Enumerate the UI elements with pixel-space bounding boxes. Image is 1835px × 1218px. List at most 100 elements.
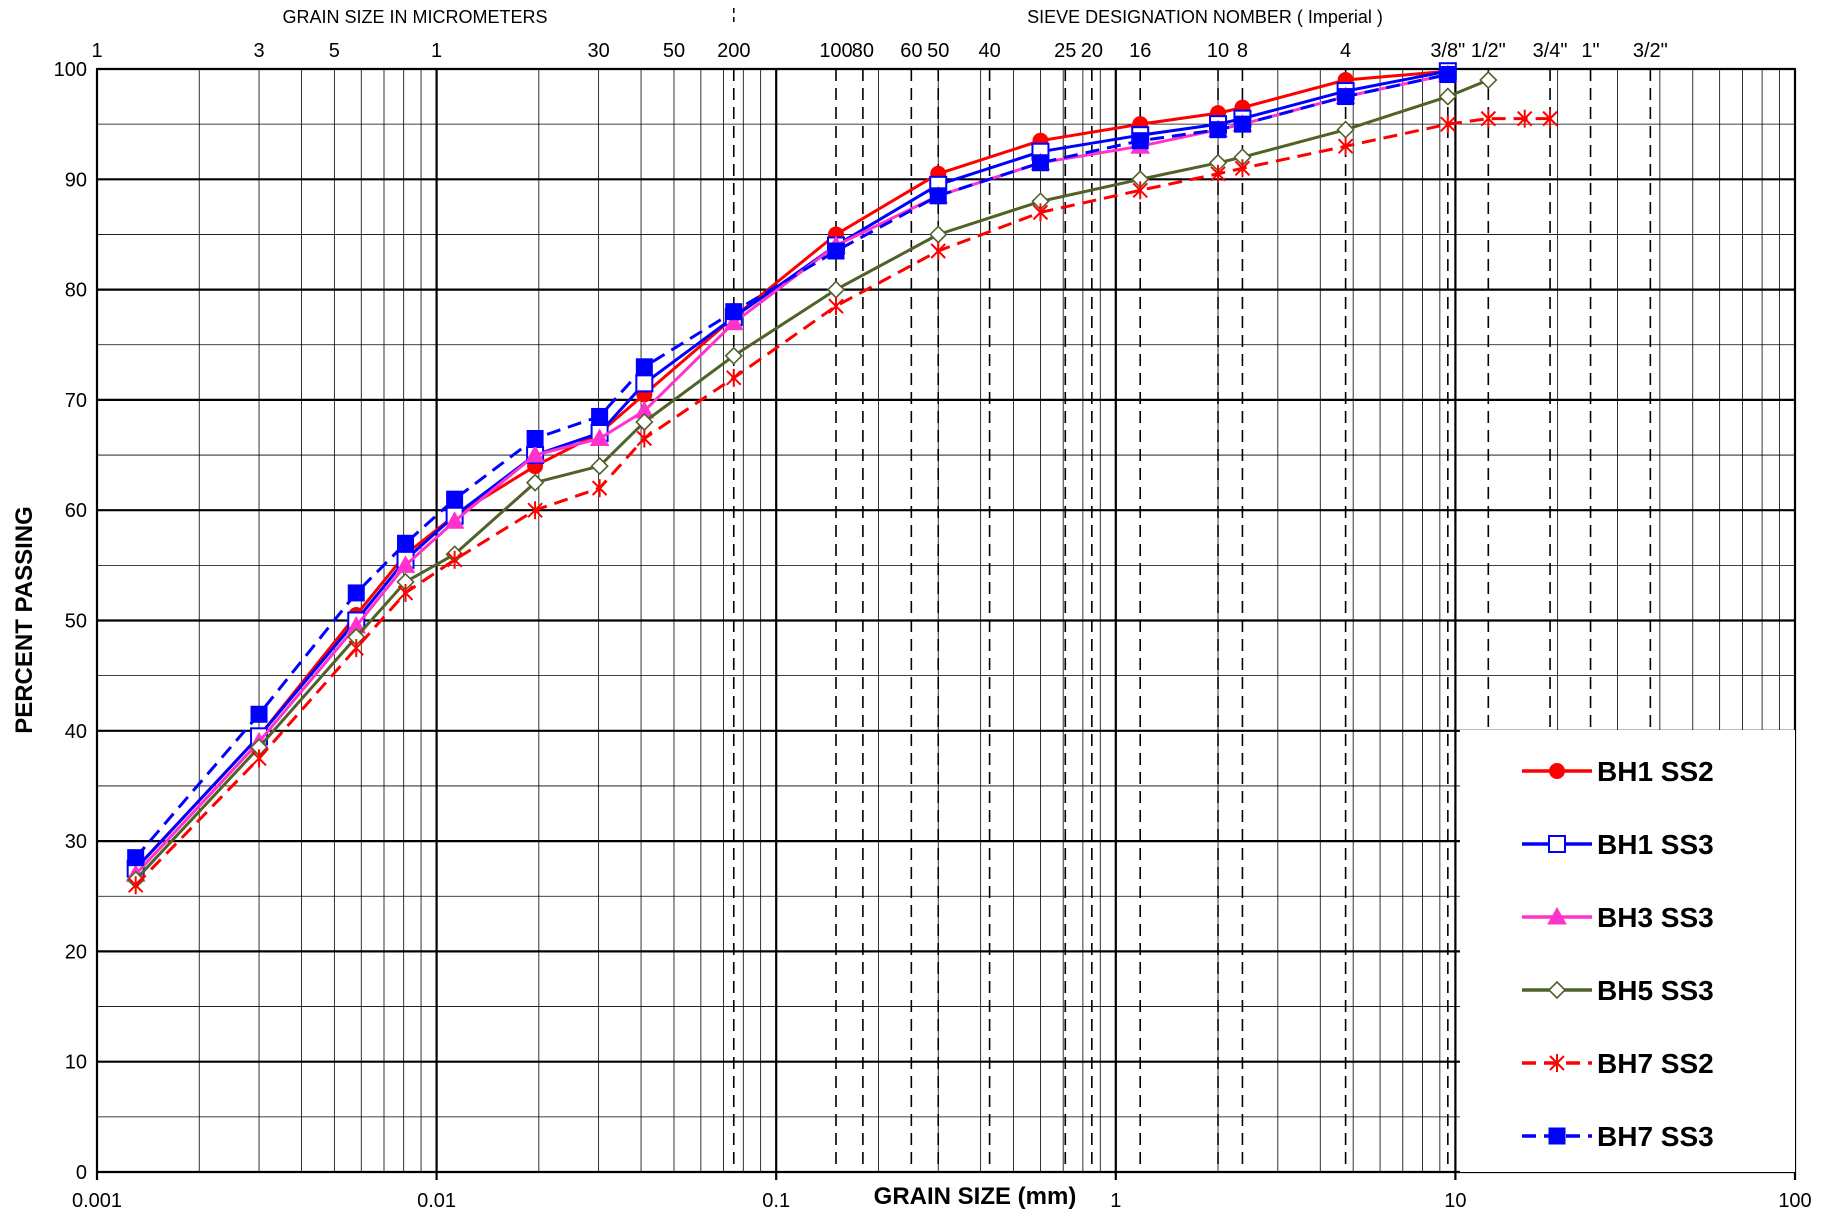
sieve-label: 10 xyxy=(1207,40,1229,62)
data-point xyxy=(127,849,145,867)
y-tick-label: 100 xyxy=(54,59,87,81)
series-bh3-ss3 xyxy=(125,64,1458,882)
micrometer-label: 1 xyxy=(431,40,442,62)
data-point xyxy=(395,555,416,573)
series-bh7-ss3 xyxy=(127,66,1457,867)
data-point xyxy=(127,876,144,895)
sieve-label: 3/8" xyxy=(1430,40,1465,62)
x-tick-label: 0.01 xyxy=(417,1190,456,1212)
data-point xyxy=(1337,88,1355,106)
sieve-lines-layer xyxy=(732,69,1652,1172)
legend-label: BH3 SS3 xyxy=(1597,902,1714,933)
legend-marker xyxy=(1547,906,1567,925)
data-point xyxy=(1542,109,1558,128)
sieve-label: 60 xyxy=(900,40,922,62)
data-point xyxy=(1234,159,1251,178)
sieve-label: 50 xyxy=(927,40,949,62)
x-tick-label: 0.001 xyxy=(72,1190,122,1212)
micrometer-axis-title: GRAIN SIZE IN MICROMETERS xyxy=(282,7,547,27)
y-tick-label: 10 xyxy=(65,1052,87,1074)
legend-label: BH7 SS3 xyxy=(1597,1121,1714,1152)
series-bh1-ss2 xyxy=(127,63,1456,877)
data-point xyxy=(1439,66,1457,84)
series-bh7-ss2 xyxy=(127,109,1558,895)
data-point xyxy=(826,280,846,299)
legend-marker xyxy=(1549,1054,1565,1072)
y-tick-label: 20 xyxy=(65,941,87,963)
x-tick-label: 0.1 xyxy=(762,1190,790,1212)
data-point xyxy=(636,429,653,448)
x-axis-title: GRAIN SIZE (mm) xyxy=(874,1183,1077,1210)
data-point xyxy=(1233,115,1251,133)
micrometer-label: 50 xyxy=(663,40,685,62)
data-point xyxy=(591,407,609,425)
legend-marker xyxy=(1549,763,1565,779)
data-point xyxy=(1517,109,1533,128)
y-tick-label: 50 xyxy=(65,611,87,633)
data-point xyxy=(347,584,365,602)
micrometer-label: 1 xyxy=(91,40,102,62)
sieve-label: 200 xyxy=(717,40,750,62)
series-line xyxy=(134,69,1448,870)
legend-label: BH5 SS3 xyxy=(1597,975,1714,1006)
data-point xyxy=(525,473,545,492)
micrometer-label: 3 xyxy=(253,40,264,62)
data-point xyxy=(1209,121,1227,139)
y-tick-label: 40 xyxy=(65,721,87,743)
data-point xyxy=(250,705,268,723)
data-point xyxy=(527,501,543,520)
sieve-label: 40 xyxy=(978,40,1000,62)
x-tick-label: 100 xyxy=(1778,1190,1811,1212)
data-point xyxy=(525,445,545,463)
micrometer-label: 30 xyxy=(588,40,610,62)
data-point xyxy=(444,511,465,529)
plot-border xyxy=(96,68,1796,1173)
data-point xyxy=(930,241,946,260)
sieve-axis-title: SIEVE DESIGNATION NOMBER ( Imperial ) xyxy=(1027,7,1383,27)
data-point xyxy=(1031,154,1049,172)
data-point xyxy=(1210,164,1226,183)
sieve-label: 3/2" xyxy=(1633,40,1668,62)
data-point xyxy=(827,242,845,260)
data-point xyxy=(526,430,544,448)
legend-label: BH1 SS2 xyxy=(1597,756,1714,787)
data-point xyxy=(590,456,609,476)
legend-marker xyxy=(1547,980,1567,1000)
data-point xyxy=(397,534,415,552)
sieve-label: 1" xyxy=(1581,40,1599,62)
data-point xyxy=(1480,109,1497,128)
series-line xyxy=(134,117,1551,887)
y-tick-label: 80 xyxy=(65,280,87,302)
data-point xyxy=(446,550,463,569)
sieve-label: 3/4" xyxy=(1533,40,1568,62)
data-point xyxy=(1131,132,1149,150)
sieve-label: 16 xyxy=(1129,40,1151,62)
data-point xyxy=(635,358,653,376)
sieve-label: 20 xyxy=(1081,40,1103,62)
series-line xyxy=(134,78,1489,881)
data-point xyxy=(589,428,610,447)
data-point xyxy=(929,187,947,205)
series-line xyxy=(134,73,1449,859)
data-point xyxy=(635,374,654,393)
data-point xyxy=(724,346,743,365)
data-point xyxy=(591,479,608,498)
x-tick-label: 1 xyxy=(1110,1190,1121,1212)
legend-marker xyxy=(1548,1127,1566,1145)
y-axis-title: PERCENT PASSING xyxy=(11,506,38,734)
sieve-label: 100 xyxy=(819,40,852,62)
data-point xyxy=(929,225,948,244)
legend-label: BH7 SS2 xyxy=(1597,1048,1714,1079)
data-point xyxy=(1132,181,1148,200)
micrometer-label: 5 xyxy=(329,40,340,62)
sieve-label: 25 xyxy=(1054,40,1076,62)
data-point xyxy=(725,303,743,321)
series-line xyxy=(134,73,1449,876)
y-tick-label: 90 xyxy=(65,169,87,191)
data-point xyxy=(1032,203,1049,222)
sieve-label: 4 xyxy=(1340,40,1351,62)
data-point xyxy=(723,312,744,331)
data-point xyxy=(446,490,464,508)
